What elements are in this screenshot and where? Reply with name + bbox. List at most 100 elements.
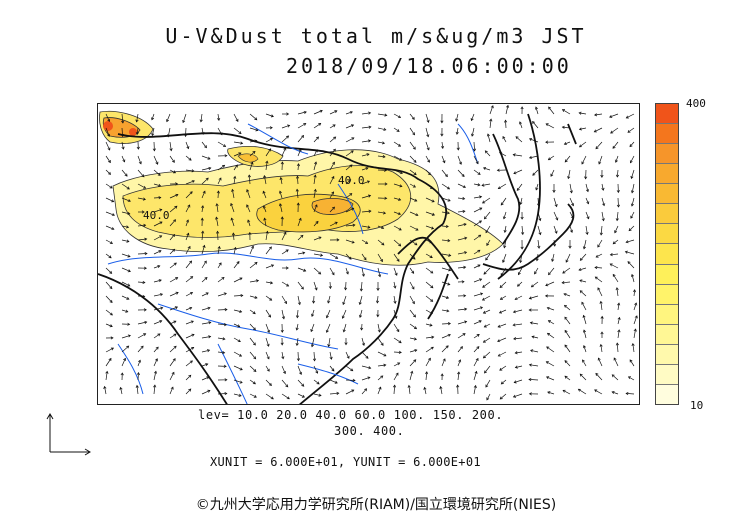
wind-vector-head [295, 327, 299, 331]
wind-vector-head [413, 326, 418, 330]
wind-vector [393, 169, 403, 174]
wind-vector [185, 169, 195, 172]
wind-vector-head [448, 268, 452, 272]
wind-vector-head [159, 320, 163, 324]
wind-vector-head [327, 300, 331, 304]
wind-vector [457, 155, 462, 165]
wind-vector [504, 225, 507, 233]
wind-vector [564, 344, 571, 353]
wind-vector-head [301, 134, 305, 139]
wind-vector [361, 388, 367, 395]
wind-vector-head [384, 113, 388, 117]
wind-vector-head [464, 236, 468, 240]
wind-vector [564, 155, 571, 163]
wind-vector [265, 137, 273, 143]
wind-vector-head [528, 138, 533, 142]
wind-vector-head [381, 141, 386, 145]
wind-vector [329, 379, 338, 384]
wind-vector [169, 249, 175, 255]
wind-vector-head [431, 199, 435, 203]
wind-vector [515, 351, 523, 354]
wind-vector [281, 135, 289, 143]
wind-vector-head [123, 357, 127, 361]
wind-vector [393, 155, 402, 161]
wind-vector [601, 183, 604, 191]
wind-vector [185, 388, 192, 395]
wind-vector-head [482, 310, 486, 314]
wind-vector [281, 249, 289, 255]
wind-vector [105, 211, 115, 216]
wind-vector-head [562, 270, 566, 274]
wind-vector-head [365, 167, 369, 171]
wind-vector [569, 197, 574, 206]
wind-vector-head [143, 266, 147, 270]
wind-vector [151, 127, 155, 136]
wind-vector-head [218, 262, 222, 266]
wind-vector [498, 351, 507, 357]
wind-vector [345, 150, 354, 157]
wind-vector-head [173, 262, 177, 266]
wind-vector [217, 309, 228, 311]
wind-vector [505, 120, 507, 129]
wind-vector [505, 105, 509, 115]
wind-vector [514, 379, 523, 383]
wind-vector-head [477, 249, 481, 253]
wind-vector [529, 295, 539, 299]
wind-vector-head [517, 283, 521, 287]
wind-vector-head [464, 307, 468, 311]
wind-vector-head [302, 251, 306, 255]
wind-vector [185, 219, 189, 227]
wind-vector-head [499, 297, 503, 300]
wind-vector-head [202, 190, 206, 194]
wind-vector [185, 141, 189, 149]
wind-vector [169, 306, 178, 311]
wind-vector [360, 281, 363, 291]
wind-vector-head [499, 396, 503, 400]
wind-vector [153, 183, 161, 187]
wind-vector-head [528, 363, 532, 367]
wind-vector-head [514, 365, 518, 369]
wind-vector [265, 393, 274, 400]
wind-vector [513, 393, 523, 398]
wind-vector [233, 337, 241, 343]
wind-vector [281, 147, 286, 157]
wind-vector [182, 113, 187, 123]
wind-vector-head [368, 111, 372, 115]
wind-vector [473, 234, 481, 241]
wind-vector [530, 349, 539, 353]
wind-vector-head [248, 231, 252, 235]
wind-vector-head [384, 196, 388, 200]
wind-vector-head [383, 363, 387, 367]
wind-vector [361, 267, 365, 277]
wind-vector [329, 136, 336, 143]
wind-vector-head [445, 224, 449, 229]
wind-vector [342, 309, 347, 319]
wind-vector [425, 253, 433, 258]
wind-vector-head [281, 316, 286, 320]
wind-vector [247, 219, 251, 227]
wind-vector [565, 253, 571, 263]
wind-vector [217, 262, 222, 269]
wind-vector-head [251, 245, 255, 249]
wind-vector [627, 261, 635, 269]
wind-vector [104, 386, 107, 395]
wind-vector-head [611, 374, 615, 378]
wind-vector [121, 155, 125, 163]
colorbar-segment [656, 324, 678, 345]
wind-vector [532, 169, 539, 176]
wind-vector [313, 123, 321, 129]
wind-vector-head [270, 114, 274, 118]
wind-vector-head [166, 119, 170, 123]
wind-vector-head [479, 278, 483, 282]
wind-vector [441, 239, 450, 242]
wind-vector [249, 337, 256, 346]
colorbar-min-label: 10 [690, 399, 704, 412]
wind-vector [359, 309, 363, 318]
wind-vector-head [415, 227, 419, 231]
wind-vector [121, 197, 131, 202]
wind-vector [393, 113, 401, 118]
wind-vector [531, 281, 539, 288]
wind-vector [393, 309, 397, 319]
wind-vector-head [496, 168, 500, 172]
wind-vector [502, 253, 507, 263]
